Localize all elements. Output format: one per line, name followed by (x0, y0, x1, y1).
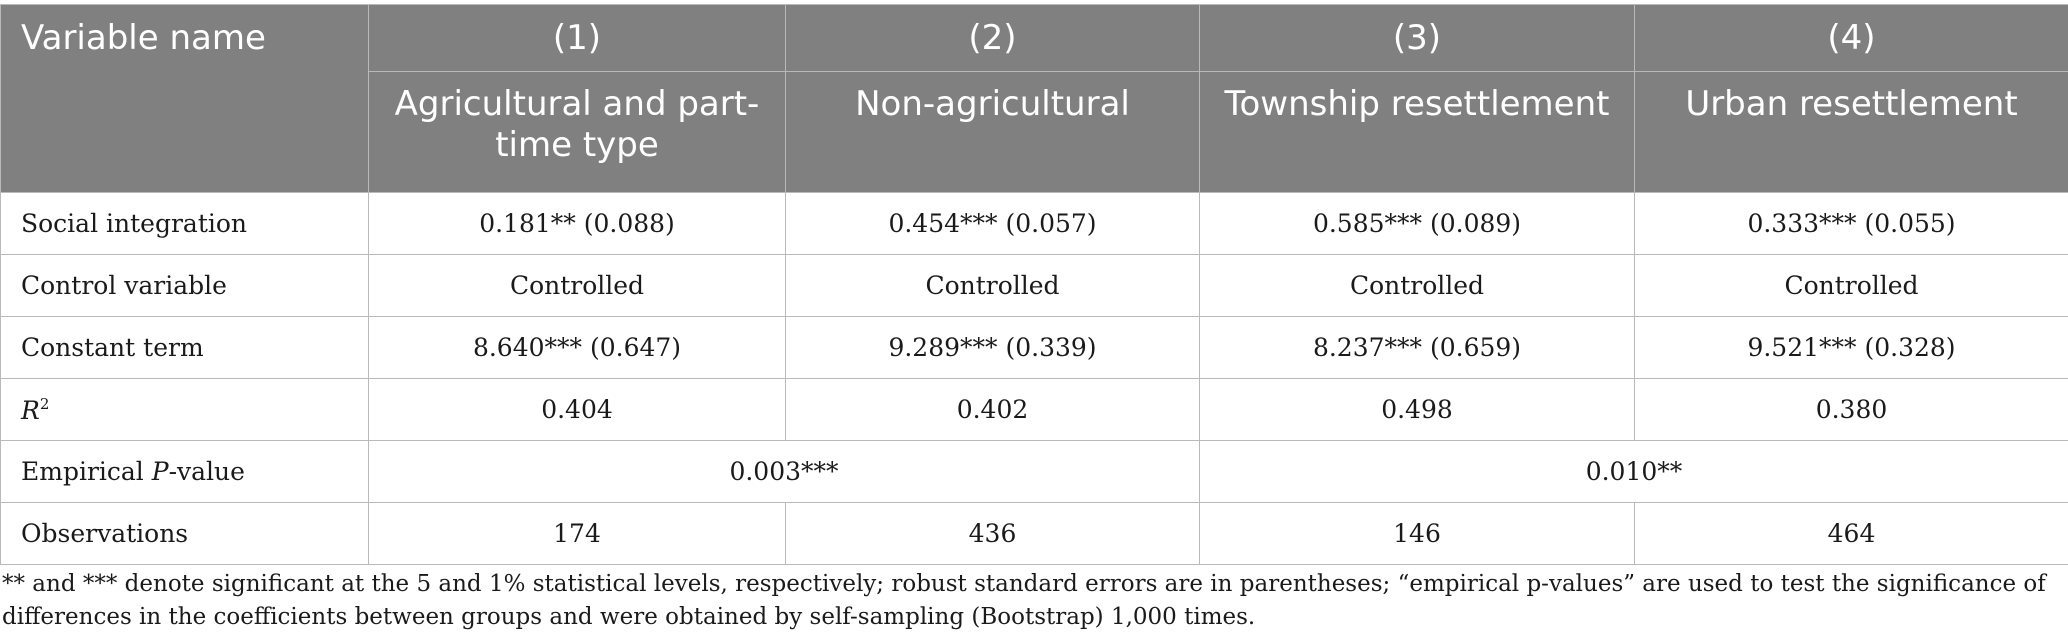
row-label-control-variable: Control variable (0, 254, 369, 317)
column-number-4: (4) (1634, 4, 2068, 72)
cell-observations-2: 436 (785, 502, 1200, 565)
row-label-constant-term: Constant term (0, 316, 369, 379)
cell-observations-3: 146 (1199, 502, 1635, 565)
results-table: Variable name (1) (2) (3) (4) Agricultur… (0, 4, 2068, 565)
table-header: Variable name (1) (2) (3) (4) Agricultur… (0, 4, 2068, 193)
table-row: Observations 174 436 146 464 (0, 502, 2068, 565)
row-label-r-squared: R2 (0, 378, 369, 441)
column-number-1: (1) (368, 4, 786, 72)
row-label-social-integration: Social integration (0, 192, 369, 255)
cell-control-variable-3: Controlled (1199, 254, 1635, 317)
cell-r-squared-3: 0.498 (1199, 378, 1635, 441)
column-label-4: Urban resettlement (1634, 71, 2068, 193)
column-number-2: (2) (785, 4, 1200, 72)
cell-constant-term-1: 8.640*** (0.647) (368, 316, 786, 379)
header-label-row: Agricultural and part-time type Non-agri… (1, 71, 2068, 193)
table-footnote: ** and *** denote significant at the 5 a… (2, 571, 2046, 630)
variable-name-header: Variable name (0, 4, 369, 193)
table-row: R2 0.404 0.402 0.498 0.380 (0, 378, 2068, 441)
cell-r-squared-1: 0.404 (368, 378, 786, 441)
empirical-p-italic: P (151, 457, 169, 486)
empirical-p-suffix: -value (168, 457, 245, 486)
cell-control-variable-2: Controlled (785, 254, 1200, 317)
cell-social-integration-4: 0.333*** (0.055) (1634, 192, 2068, 255)
cell-constant-term-4: 9.521*** (0.328) (1634, 316, 2068, 379)
row-label-observations: Observations (0, 502, 369, 565)
header-number-row: Variable name (1) (2) (3) (4) (0, 4, 2068, 193)
cell-constant-term-3: 8.237*** (0.659) (1199, 316, 1635, 379)
r-squared-letter: R (21, 395, 40, 425)
table-row: Control variable Controlled Controlled C… (0, 254, 2068, 317)
table-body: Social integration 0.181** (0.088) 0.454… (0, 192, 2068, 565)
column-number-3: (3) (1199, 4, 1635, 72)
cell-social-integration-3: 0.585*** (0.089) (1199, 192, 1635, 255)
cell-control-variable-4: Controlled (1634, 254, 2068, 317)
cell-r-squared-2: 0.402 (785, 378, 1200, 441)
column-label-1: Agricultural and part-time type (368, 71, 786, 193)
cell-social-integration-2: 0.454*** (0.057) (785, 192, 1200, 255)
cell-control-variable-1: Controlled (368, 254, 786, 317)
table-row: Empirical P-value 0.003*** 0.010** (0, 440, 2068, 503)
table-row: Constant term 8.640*** (0.647) 9.289*** … (0, 316, 2068, 379)
cell-empirical-p-group-2: 0.010** (1199, 440, 2068, 503)
column-label-3: Township resettlement (1199, 71, 1635, 193)
empirical-p-prefix: Empirical (21, 457, 152, 486)
table-row: Social integration 0.181** (0.088) 0.454… (0, 192, 2068, 255)
column-label-2: Non-agricultural (785, 71, 1200, 193)
cell-social-integration-1: 0.181** (0.088) (368, 192, 786, 255)
cell-empirical-p-group-1: 0.003*** (368, 440, 1200, 503)
row-label-empirical-p: Empirical P-value (0, 440, 369, 503)
cell-constant-term-2: 9.289*** (0.339) (785, 316, 1200, 379)
cell-observations-4: 464 (1634, 502, 2068, 565)
cell-observations-1: 174 (368, 502, 786, 565)
cell-r-squared-4: 0.380 (1634, 378, 2068, 441)
r-squared-superscript: 2 (39, 394, 50, 413)
